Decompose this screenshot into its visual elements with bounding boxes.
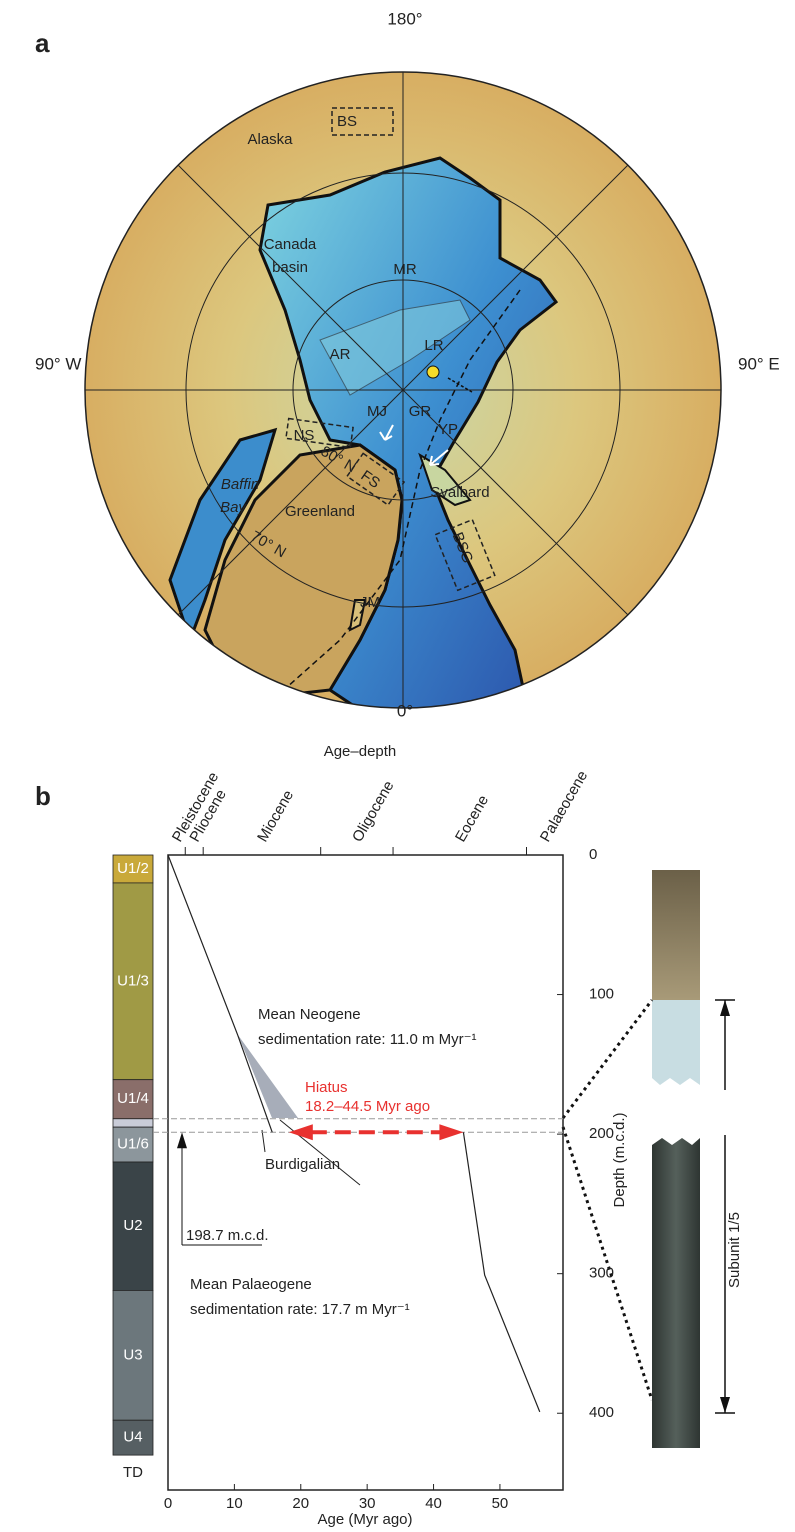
y-tick-label: 400 <box>589 1404 614 1421</box>
epoch-label: Miocene <box>254 787 297 845</box>
annotation: sedimentation rate: 11.0 m Myr⁻¹ <box>258 1031 477 1048</box>
unit-label: U4 <box>123 1429 142 1446</box>
core-low <box>652 1138 700 1448</box>
annotation: Mean Neogene <box>258 1006 361 1023</box>
age-depth-line <box>167 854 541 1413</box>
map-label: 180° <box>387 9 422 28</box>
hiatus-depth-label: 198.7 m.c.d. <box>186 1227 269 1244</box>
map-label: LR <box>424 337 443 354</box>
map-label: JM <box>360 594 380 611</box>
map-label: NS <box>294 427 315 444</box>
box <box>434 518 496 592</box>
map-label: 90° W <box>35 354 81 373</box>
map-label: MJ <box>367 403 387 420</box>
map-label: Alaska <box>247 131 293 148</box>
map: a 180° 90° W 90° E 0° Alaska BS Canada b… <box>35 9 780 720</box>
jan-mayen <box>348 599 367 632</box>
depth-arrow <box>181 1146 262 1246</box>
unit <box>112 1419 154 1456</box>
baffin-bay <box>168 427 278 645</box>
unit-label: U3 <box>123 1346 142 1363</box>
map-label: GR <box>409 403 432 420</box>
map-label: Bay <box>220 499 247 516</box>
box <box>346 452 406 507</box>
bracket <box>715 999 735 1414</box>
box <box>331 107 394 136</box>
uncertainty <box>238 1035 298 1118</box>
panel-label: a <box>35 28 50 58</box>
annotation: sedimentation rate: 17.7 m Myr⁻¹ <box>190 1301 410 1318</box>
unit <box>112 1161 154 1291</box>
unit <box>112 1290 154 1421</box>
map-label: 90° E <box>738 354 780 373</box>
unit <box>112 854 154 884</box>
map-label: Greenland <box>285 503 355 520</box>
annotation: Subunit 1/5 <box>726 1212 743 1288</box>
hiatus-title: Hiatus <box>305 1079 348 1096</box>
y-tick-label: 200 <box>589 1125 614 1142</box>
unit <box>112 1118 154 1128</box>
map-label: Svalbard <box>430 484 489 501</box>
y-axis-label: Depth (m.c.d.) <box>611 1112 628 1207</box>
annotation: Burdigalian <box>265 1156 340 1173</box>
map-label: BS <box>337 113 357 130</box>
map-label: AR <box>330 346 351 363</box>
epoch-label: Palaeocene <box>537 768 591 845</box>
map-label: Baffin <box>221 476 259 493</box>
core-top <box>652 870 700 1000</box>
hiatus-head <box>288 1124 313 1141</box>
unit <box>112 1126 154 1163</box>
unit-label: U2 <box>123 1217 142 1234</box>
box <box>285 417 354 449</box>
x-axis-label: Age (Myr ago) <box>317 1511 412 1528</box>
plot-frame <box>167 854 564 1491</box>
x-tick-label: 10 <box>226 1495 243 1512</box>
x-tick-label: 0 <box>164 1495 172 1512</box>
panel-label: b <box>35 781 51 811</box>
map-label: MR <box>393 261 416 278</box>
hiatus-head <box>439 1124 464 1141</box>
site <box>426 365 440 379</box>
annotation: Mean Palaeogene <box>190 1276 312 1293</box>
arctic-ocean <box>258 156 559 708</box>
depth-arrowhead <box>177 1132 187 1149</box>
ridge <box>319 299 471 396</box>
unit <box>112 882 154 1081</box>
y-tick-label: 300 <box>589 1265 614 1282</box>
unit <box>112 1079 154 1120</box>
unit-label: U1/6 <box>117 1136 149 1153</box>
x-tick-label: 30 <box>359 1495 376 1512</box>
map-label: Canada <box>264 236 317 253</box>
unit-label: U1/4 <box>117 1090 149 1107</box>
core-mid <box>652 1000 700 1085</box>
x-tick-label: 20 <box>292 1495 309 1512</box>
map-label: 0° <box>397 701 413 720</box>
meridian <box>169 156 637 624</box>
y-tick-label: 100 <box>589 986 614 1003</box>
column-label: TD <box>123 1464 143 1481</box>
chart-title: Age–depth <box>324 743 397 760</box>
svalbard <box>418 452 472 507</box>
globe-outline <box>84 71 722 709</box>
x-tick-label: 40 <box>425 1495 442 1512</box>
epoch-label: Oligocene <box>349 778 397 845</box>
x-tick-label: 50 <box>492 1495 509 1512</box>
unit-label: U1/3 <box>117 972 149 989</box>
hiatus-label: 18.2–44.5 Myr ago <box>305 1098 430 1115</box>
unit-label: U1/2 <box>117 860 149 877</box>
map-label: basin <box>272 259 308 276</box>
epoch-label: Eocene <box>452 792 492 845</box>
map-label: YP <box>438 421 458 438</box>
arrows <box>379 424 449 466</box>
y-tick-label: 0 <box>589 846 597 863</box>
zoom-lines <box>561 999 654 1401</box>
core-photo <box>561 870 735 1448</box>
